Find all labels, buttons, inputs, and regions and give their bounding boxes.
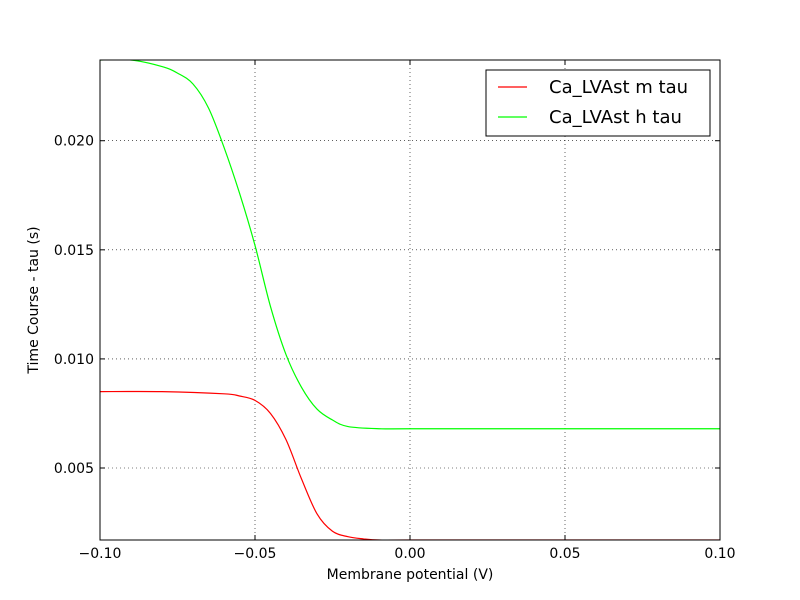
y-tick-label: 0.015 <box>54 243 94 259</box>
series-lines <box>100 60 720 540</box>
y-tick-label: 0.020 <box>54 134 94 150</box>
legend-box <box>485 69 711 137</box>
tick-marks <box>99 60 721 540</box>
x-tick-label: 0.05 <box>549 546 580 562</box>
x-tick-label: 0.00 <box>394 546 425 562</box>
series-line-m-tau <box>100 390 720 540</box>
legend-label-h-tau: Ca_LVAst h tau <box>549 107 682 128</box>
x-tick-label: −0.10 <box>79 546 122 562</box>
y-tick-label: 0.005 <box>54 461 94 477</box>
x-tick-labels: −0.10 −0.05 0.00 0.05 0.10 <box>79 546 736 562</box>
x-tick-label: −0.05 <box>234 546 277 562</box>
series-line-h-tau <box>100 60 720 430</box>
y-tick-labels: 0.005 0.010 0.015 0.020 <box>54 134 94 477</box>
legend: Ca_LVAst m tau Ca_LVAst h tau <box>485 69 711 137</box>
legend-label-m-tau: Ca_LVAst m tau <box>549 77 688 98</box>
x-tick-label: 0.10 <box>704 546 735 562</box>
y-axis-label: Time Course - tau (s) <box>26 226 42 374</box>
grid-lines <box>100 60 720 540</box>
x-axis-label: Membrane potential (V) <box>327 567 494 583</box>
y-tick-label: 0.010 <box>54 352 94 368</box>
